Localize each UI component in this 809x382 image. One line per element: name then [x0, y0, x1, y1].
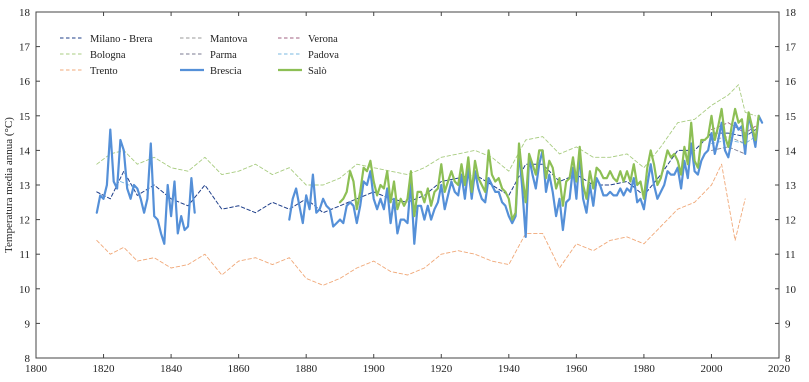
x-tick-label: 1900	[363, 363, 386, 375]
legend-label-4: Parma	[210, 50, 237, 61]
y-tick-label-left: 13	[19, 180, 31, 192]
y-tick-label-left: 16	[19, 76, 31, 88]
series-line-4	[711, 146, 746, 155]
x-tick-label: 1840	[160, 363, 183, 375]
y-tick-label-right: 11	[785, 249, 796, 261]
series-line-0	[96, 129, 756, 214]
x-tick-label: 1800	[25, 363, 48, 375]
series-line-1	[711, 136, 746, 144]
y-tick-label-left: 18	[19, 7, 31, 19]
legend-label-2: Verona	[308, 34, 338, 45]
x-tick-label: 2000	[700, 363, 723, 375]
y-tick-label-right: 18	[785, 7, 797, 19]
series-line-6	[96, 163, 746, 286]
y-tick-label-left: 9	[25, 318, 31, 330]
x-tick-label: 1920	[430, 363, 453, 375]
y-tick-label-left: 17	[19, 42, 31, 54]
y-tick-label-right: 10	[785, 284, 797, 296]
y-tick-label-right: 14	[785, 145, 797, 157]
y-tick-label-left: 14	[19, 145, 31, 157]
y-axis-title: Temperatura media annua (°C)	[3, 117, 15, 253]
y-tick-label-right: 16	[785, 76, 797, 88]
x-tick-label: 2020	[768, 363, 791, 375]
y-tick-label-right: 12	[785, 215, 796, 227]
legend-label-0: Milano - Brera	[90, 34, 153, 45]
x-tick-label: 1960	[565, 363, 588, 375]
series-line-7	[95, 114, 764, 245]
y-tick-label-left: 12	[19, 215, 30, 227]
y-tick-label-right: 15	[785, 111, 797, 123]
x-tick-label: 1880	[295, 363, 318, 375]
legend: Milano - Brera Mantova Verona Bologna Parma P…	[60, 34, 339, 77]
x-tick-label: 1940	[498, 363, 521, 375]
series-line-5	[119, 136, 756, 189]
y-tick-label-left: 8	[25, 353, 31, 365]
legend-label-8: Salò	[308, 66, 327, 77]
legend-label-5: Padova	[308, 50, 339, 61]
legend-label-6: Trento	[90, 66, 118, 77]
y-tick-label-right: 13	[785, 180, 797, 192]
y-axis-right: 8 9 10 11 12 13 14 15 16 17 18	[775, 7, 797, 365]
y-tick-label-left: 11	[19, 249, 30, 261]
legend-label-1: Mantova	[210, 34, 248, 45]
x-axis: 1800 1820 1840 1860 1880 1900 1920 1940 1960 1980…	[25, 12, 791, 375]
y-tick-label-right: 9	[785, 318, 791, 330]
y-tick-label-left: 10	[19, 284, 31, 296]
series-layer	[95, 84, 764, 286]
y-axis-left: 8 9 10 11 12 13 14 15 16 17 18	[19, 7, 40, 365]
x-tick-label: 1820	[93, 363, 116, 375]
x-tick-label: 1980	[633, 363, 656, 375]
legend-label-3: Bologna	[90, 50, 126, 61]
x-tick-label: 1860	[228, 363, 251, 375]
y-tick-label-right: 8	[785, 353, 791, 365]
y-tick-label-right: 17	[785, 42, 797, 54]
y-tick-label-left: 15	[19, 111, 31, 123]
series-line-3	[96, 84, 756, 186]
series-line-8	[338, 107, 760, 221]
legend-label-7: Brescia	[210, 66, 242, 77]
